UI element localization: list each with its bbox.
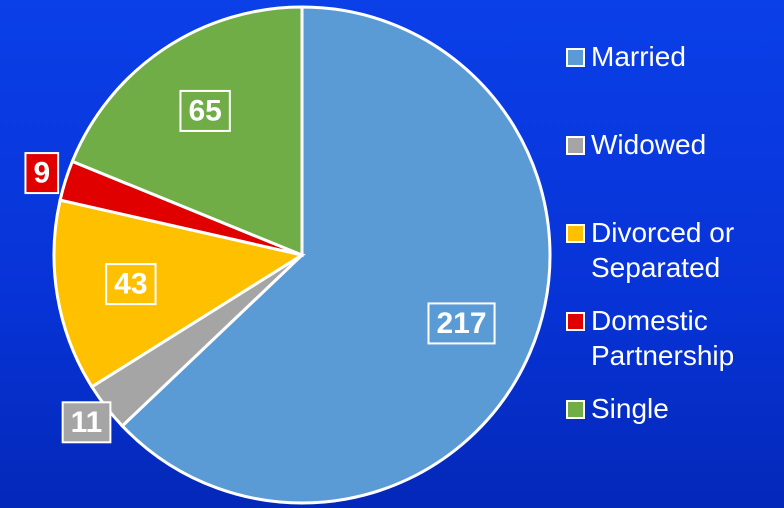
- data-label-box: [427, 302, 496, 345]
- data-label-box: [179, 89, 231, 132]
- data-label-text: 9: [33, 157, 50, 190]
- legend-label: Single: [591, 393, 669, 424]
- data-label-text: 43: [114, 268, 147, 301]
- data-label: 43: [105, 263, 157, 306]
- data-label: 217: [427, 302, 496, 345]
- data-label: 9: [24, 152, 60, 195]
- legend-item: Domestic Partnership: [566, 303, 761, 373]
- pie-slice: [52, 198, 306, 389]
- legend-swatch: [566, 400, 585, 419]
- data-label: 65: [179, 89, 231, 132]
- legend-item: Married: [566, 39, 761, 74]
- legend-label: Married: [591, 41, 686, 72]
- legend-item: Divorced or Separated: [566, 215, 761, 285]
- legend-swatch: [566, 312, 585, 331]
- legend-item: Single: [566, 391, 761, 426]
- legend-swatch: [566, 224, 585, 243]
- data-label-text: 11: [71, 406, 103, 439]
- data-label-box: [61, 401, 112, 444]
- legend-label: Widowed: [591, 129, 707, 160]
- data-label-text: 217: [437, 307, 487, 340]
- legend-label: Domestic Partnership: [591, 305, 735, 371]
- data-label-box: [24, 152, 60, 195]
- legend-label: Divorced or Separated: [591, 217, 735, 283]
- data-label-text: 65: [188, 94, 221, 127]
- legend-swatch: [566, 48, 585, 67]
- legend-swatch: [566, 136, 585, 155]
- legend-item: Widowed: [566, 127, 761, 162]
- data-label: 11: [61, 401, 112, 444]
- data-label-box: [105, 263, 157, 306]
- pie-slice: [120, 5, 552, 505]
